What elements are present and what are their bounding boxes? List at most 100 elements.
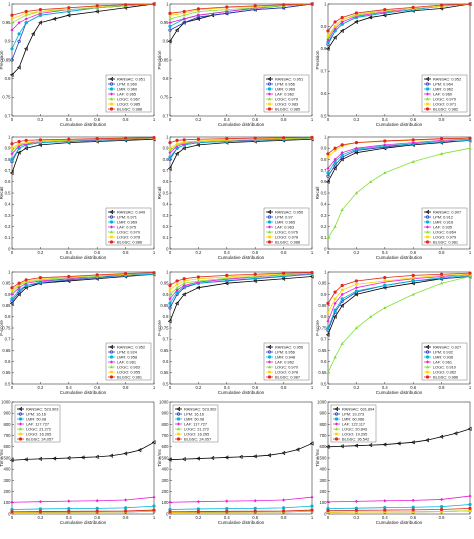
series-line [327, 273, 471, 322]
data-point [383, 508, 387, 512]
data-point [282, 3, 286, 7]
legend-box [105, 207, 152, 246]
legend-entry: LMR: 0.960 [117, 86, 138, 91]
data-point [340, 288, 344, 292]
y-tick-label: 300 [320, 478, 328, 483]
y-tick-label: 0.75 [160, 95, 169, 100]
data-point [267, 453, 271, 458]
data-point [369, 315, 373, 318]
y-tick-label: 0.8 [163, 314, 169, 319]
y-tick-label: 0.6 [163, 179, 169, 184]
legend-entry: LOGC: 0.910 [433, 364, 457, 369]
y-tick-label: 0.85 [318, 303, 327, 308]
data-point [332, 35, 337, 40]
x-tick-label: 1 [469, 117, 472, 122]
y-tick-label: 0.85 [2, 303, 11, 308]
x-tick-label: 0.8 [281, 250, 287, 255]
series-blgsc [326, 2, 472, 33]
legend-entry: LOGC: 0.979 [117, 229, 140, 234]
data-point [67, 507, 71, 511]
series-line [11, 510, 155, 513]
data-point [411, 510, 415, 514]
legend-marker [18, 422, 23, 426]
y-tick-label: 0.6 [163, 359, 169, 364]
data-point [468, 136, 472, 140]
data-point [382, 442, 387, 447]
y-axis-label: F-score [315, 320, 320, 336]
data-point [468, 506, 472, 511]
data-point [355, 283, 358, 286]
series-lmr [10, 504, 156, 512]
y-tick-label: 0.5 [163, 190, 169, 195]
data-point [168, 301, 172, 305]
data-point [225, 7, 229, 11]
data-point [383, 276, 387, 280]
series-blgsc [326, 136, 472, 156]
data-point [383, 143, 387, 147]
y-tick-label: 1 [166, 1, 169, 6]
legend-entry: LOGO: 16.265 [184, 431, 209, 436]
data-point [95, 273, 99, 277]
y-tick-label: 0.6 [321, 359, 327, 364]
data-point [9, 170, 14, 175]
data-point [333, 301, 337, 305]
y-tick-label: 1 [8, 134, 11, 139]
chart-panel-12: 0 100 200 300 400 500 600 700 800 900 1000 0 0.2 0.4 0… [315, 399, 472, 525]
data-point [354, 19, 358, 25]
series-line [327, 504, 471, 510]
series-line [327, 510, 471, 513]
x-axis-label: Cumulative distribution [60, 122, 107, 127]
legend-entry: BLGSC: 36.542 [342, 436, 369, 441]
data-point [95, 137, 99, 141]
data-point [10, 13, 14, 17]
x-tick-label: 0.4 [66, 385, 72, 390]
y-tick-label: 0.7 [321, 168, 327, 173]
data-point [94, 454, 99, 459]
data-point [468, 502, 472, 507]
y-tick-label: 600 [320, 444, 328, 449]
data-point [383, 306, 387, 310]
series-line [327, 3, 471, 50]
data-point [181, 292, 186, 297]
data-point [196, 9, 200, 13]
x-axis-label: Cumulative distribution [376, 390, 423, 395]
data-point [326, 500, 330, 504]
data-point [168, 151, 172, 155]
legend-entry: LOGC: 21.272 [184, 426, 209, 431]
legend-entry: LOGC: 21.272 [26, 426, 51, 431]
data-point [67, 274, 71, 279]
series-blgsc [10, 2, 156, 17]
x-tick-label: 0.2 [195, 515, 201, 520]
y-tick-label: 0.6 [321, 91, 327, 96]
legend-marker [334, 417, 339, 421]
data-point [182, 138, 186, 142]
legend-marker [177, 432, 180, 436]
x-tick-label: 0.2 [195, 117, 201, 122]
y-tick-label: 0.8 [5, 314, 11, 319]
data-point [333, 297, 337, 301]
data-point [17, 32, 21, 36]
data-point [67, 499, 71, 503]
data-point [253, 272, 257, 276]
legend-entry: LPM: 0.960 [117, 81, 138, 86]
legend-marker [267, 355, 272, 359]
legend-marker [109, 220, 114, 224]
data-point [310, 2, 314, 6]
data-point [440, 137, 444, 141]
legend-marker [425, 97, 430, 101]
x-tick-label: 0 [327, 250, 330, 255]
legend-entry: RANSAC: 0.950 [275, 209, 304, 214]
data-point [182, 12, 186, 15]
legend-entry: LMR: 0.958 [117, 354, 137, 359]
legend-entry: LPM: 0.956 [275, 81, 295, 86]
series-line [169, 3, 313, 31]
series-ransac [9, 440, 156, 463]
legend-marker [109, 87, 114, 91]
data-point [339, 303, 344, 308]
legend-entry: LOGO: 0.978 [117, 234, 140, 239]
x-tick-label: 0.6 [410, 515, 416, 520]
x-axis-label: Cumulative distribution [218, 390, 265, 395]
y-tick-label: 0.4 [163, 202, 169, 207]
